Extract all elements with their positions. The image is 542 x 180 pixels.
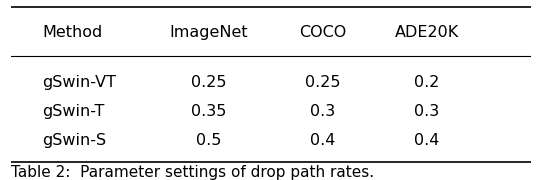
Text: 0.4: 0.4 bbox=[311, 133, 335, 148]
Text: 0.3: 0.3 bbox=[311, 104, 335, 119]
Text: 0.5: 0.5 bbox=[196, 133, 221, 148]
Text: Table 2:  Parameter settings of drop path rates.: Table 2: Parameter settings of drop path… bbox=[11, 165, 374, 180]
Text: Method: Method bbox=[42, 25, 102, 40]
Text: 0.25: 0.25 bbox=[305, 75, 341, 90]
Text: COCO: COCO bbox=[299, 25, 347, 40]
Text: 0.2: 0.2 bbox=[415, 75, 440, 90]
Text: 0.35: 0.35 bbox=[191, 104, 226, 119]
Text: ImageNet: ImageNet bbox=[169, 25, 248, 40]
Text: ADE20K: ADE20K bbox=[395, 25, 459, 40]
Text: 0.3: 0.3 bbox=[415, 104, 440, 119]
Text: 0.4: 0.4 bbox=[415, 133, 440, 148]
Text: 0.25: 0.25 bbox=[191, 75, 227, 90]
Text: gSwin-VT: gSwin-VT bbox=[42, 75, 116, 90]
Text: gSwin-S: gSwin-S bbox=[42, 133, 106, 148]
Text: gSwin-T: gSwin-T bbox=[42, 104, 105, 119]
